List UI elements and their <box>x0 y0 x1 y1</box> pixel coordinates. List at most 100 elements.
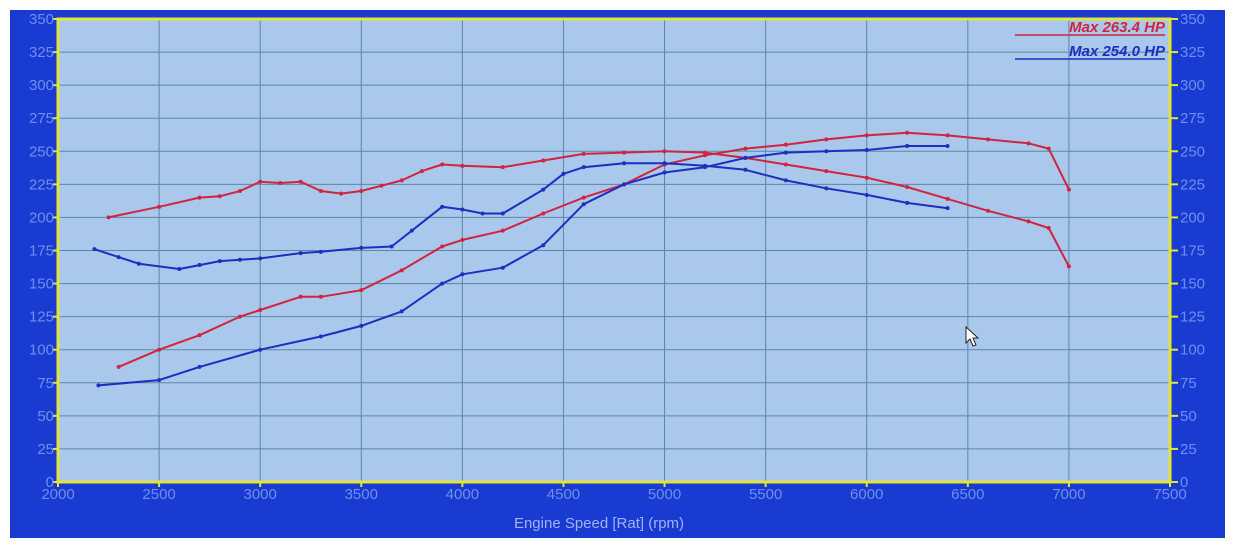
x-tick-label: 3000 <box>243 486 276 503</box>
data-point <box>258 347 263 352</box>
y-tick-label-right: 300 <box>1180 77 1205 94</box>
data-point <box>864 147 869 152</box>
data-point <box>864 192 869 197</box>
y-tick-label-left: 100 <box>29 342 54 359</box>
data-point <box>217 194 222 199</box>
data-point <box>945 196 950 201</box>
x-tick-label: 2000 <box>41 486 74 503</box>
data-point <box>359 188 364 193</box>
data-point <box>460 163 465 168</box>
data-point <box>622 161 627 166</box>
data-point <box>743 167 748 172</box>
data-point <box>460 207 465 212</box>
x-tick-label: 2500 <box>142 486 175 503</box>
y-tick-label-left: 0 <box>46 474 54 491</box>
data-point <box>177 267 182 272</box>
data-point <box>945 133 950 138</box>
y-tick-label-left: 75 <box>37 375 54 392</box>
data-point <box>500 165 505 170</box>
data-point <box>581 195 586 200</box>
data-point <box>116 255 121 260</box>
data-point <box>581 151 586 156</box>
data-point <box>298 294 303 299</box>
data-point <box>197 263 202 268</box>
data-point <box>541 158 546 163</box>
data-point <box>1046 146 1051 151</box>
data-point <box>541 211 546 216</box>
x-tick-label: 7000 <box>1052 486 1085 503</box>
data-point <box>500 228 505 233</box>
data-point <box>217 259 222 264</box>
data-point <box>1066 187 1071 192</box>
data-point <box>197 333 202 338</box>
x-tick-label: 6500 <box>951 486 984 503</box>
data-point <box>197 364 202 369</box>
y-tick-label-right: 350 <box>1180 11 1205 28</box>
data-point <box>339 191 344 196</box>
x-tick-label: 5500 <box>749 486 782 503</box>
data-point <box>824 149 829 154</box>
y-tick-label-right: 50 <box>1180 408 1197 425</box>
data-point <box>258 308 263 313</box>
data-point <box>460 272 465 277</box>
data-point <box>500 265 505 270</box>
screen-bezel-left <box>0 0 10 554</box>
data-point <box>197 195 202 200</box>
data-point <box>905 185 910 190</box>
data-point <box>359 288 364 293</box>
data-point <box>1046 226 1051 231</box>
y-tick-label-right: 25 <box>1180 441 1197 458</box>
data-point <box>389 244 394 249</box>
data-point <box>986 208 991 213</box>
data-point <box>905 130 910 135</box>
data-point <box>541 243 546 248</box>
data-point <box>237 257 242 262</box>
data-point <box>399 178 404 183</box>
x-tick-label: 7500 <box>1153 486 1186 503</box>
data-point <box>905 143 910 148</box>
data-point <box>399 268 404 273</box>
data-point <box>783 178 788 183</box>
data-point <box>824 137 829 142</box>
data-point <box>237 188 242 193</box>
data-point <box>237 314 242 319</box>
data-point <box>318 334 323 339</box>
data-point <box>157 204 162 209</box>
data-point <box>783 150 788 155</box>
data-point <box>157 347 162 352</box>
y-tick-label-left: 50 <box>37 408 54 425</box>
data-point <box>581 165 586 170</box>
data-point <box>743 146 748 151</box>
x-tick-label: 3500 <box>345 486 378 503</box>
y-tick-label-left: 275 <box>29 110 54 127</box>
data-point <box>359 245 364 250</box>
data-point <box>1066 264 1071 269</box>
x-tick-label: 4500 <box>547 486 580 503</box>
y-tick-label-left: 150 <box>29 276 54 293</box>
y-tick-label-right: 175 <box>1180 243 1205 260</box>
data-point <box>500 211 505 216</box>
y-tick-label-left: 325 <box>29 44 54 61</box>
data-point <box>298 251 303 256</box>
data-point <box>359 323 364 328</box>
y-tick-label-right: 100 <box>1180 342 1205 359</box>
y-tick-label-right: 325 <box>1180 44 1205 61</box>
data-point <box>318 188 323 193</box>
data-point <box>561 171 566 176</box>
data-point <box>905 200 910 205</box>
y-tick-label-left: 175 <box>29 243 54 260</box>
y-tick-label-left: 125 <box>29 309 54 326</box>
data-point <box>157 378 162 383</box>
y-tick-label-left: 25 <box>37 441 54 458</box>
series-line <box>108 150 1070 267</box>
data-point <box>298 179 303 184</box>
legend-entry: Max 254.0 HP <box>1069 43 1166 60</box>
data-point <box>541 187 546 192</box>
y-tick-label-right: 200 <box>1180 209 1205 226</box>
data-point <box>783 142 788 147</box>
data-point <box>419 169 424 174</box>
data-point <box>783 162 788 167</box>
y-tick-label-right: 225 <box>1180 176 1205 193</box>
data-point <box>379 183 384 188</box>
